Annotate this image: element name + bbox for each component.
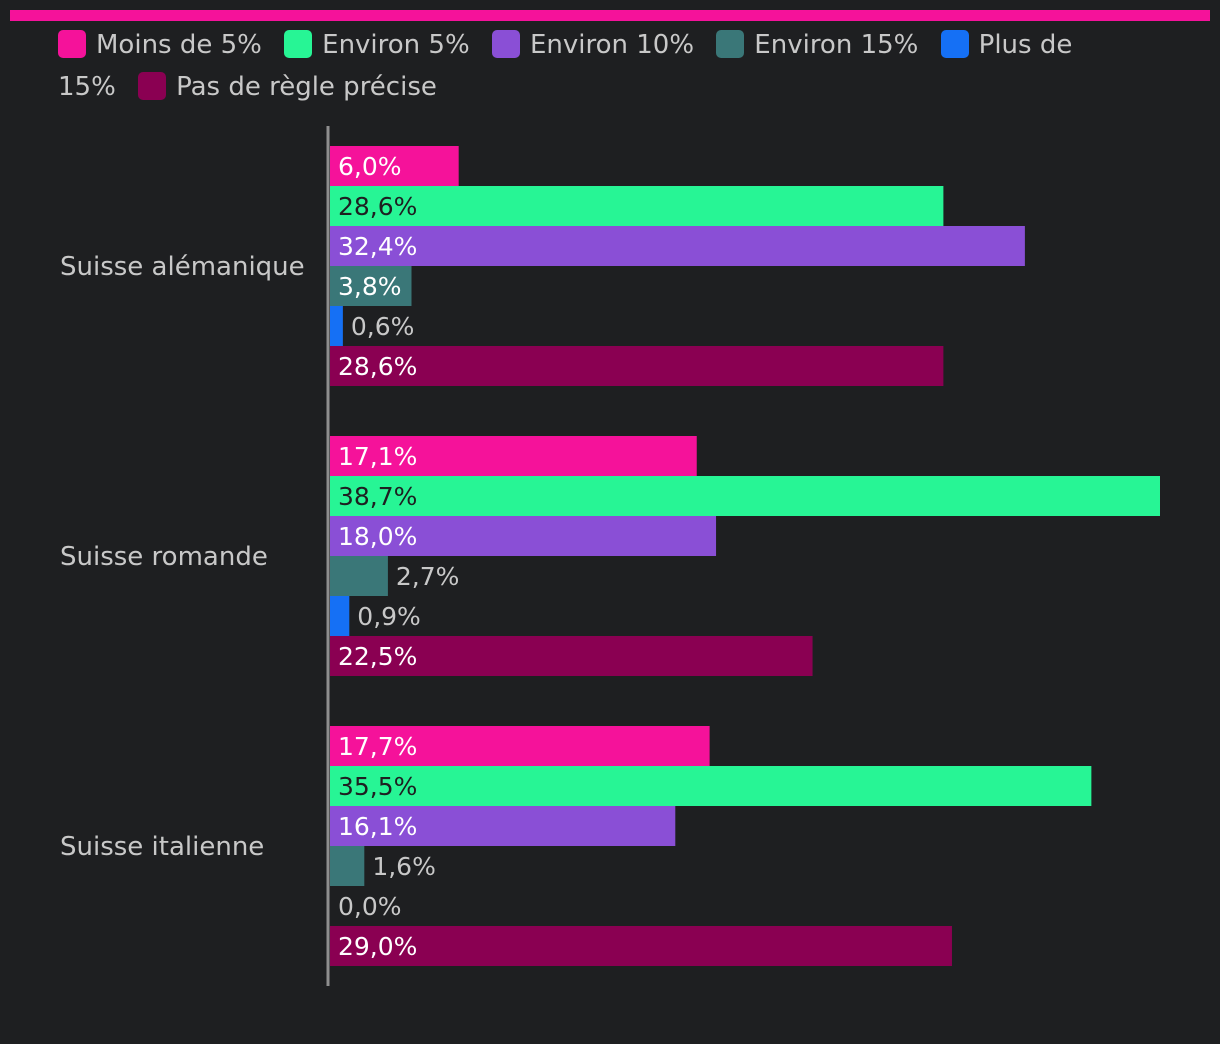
- data-label: 29,0%: [338, 932, 417, 961]
- bar[interactable]: [330, 346, 944, 386]
- data-label: 0,0%: [338, 892, 402, 921]
- legend-item[interactable]: Moins de 5%: [58, 30, 262, 60]
- legend-swatch: [716, 30, 745, 58]
- legend-label: Environ 5%: [322, 30, 470, 60]
- data-label: 17,7%: [338, 732, 417, 761]
- category-label: Suisse romande: [60, 542, 268, 572]
- data-label: 16,1%: [338, 812, 417, 841]
- category-label: Suisse alémanique: [60, 252, 305, 282]
- bar[interactable]: [330, 596, 350, 636]
- bar[interactable]: [330, 726, 710, 766]
- data-label: 0,9%: [357, 602, 421, 631]
- bar[interactable]: [330, 436, 697, 476]
- data-label: 35,5%: [338, 772, 417, 801]
- legend-swatch: [491, 30, 520, 58]
- legend-label: Pas de règle précise: [176, 72, 437, 102]
- legend-item[interactable]: Environ 15%: [716, 30, 918, 60]
- legend-swatch: [138, 72, 167, 100]
- bar[interactable]: [330, 846, 365, 886]
- legend-swatch: [284, 30, 313, 58]
- data-label: 22,5%: [338, 642, 417, 671]
- legend-swatch: [940, 30, 969, 58]
- legend-label: Environ 15%: [754, 30, 919, 60]
- data-label: 3,8%: [338, 272, 402, 301]
- legend-swatch: [58, 30, 86, 58]
- bar[interactable]: [330, 186, 944, 226]
- legend: Moins de 5% Environ 5% Environ 10% Envir…: [58, 24, 1118, 108]
- legend-item[interactable]: Environ 10%: [491, 30, 695, 60]
- bar[interactable]: [330, 226, 1025, 266]
- bar[interactable]: [330, 516, 717, 556]
- legend-item[interactable]: Environ 5%: [284, 30, 470, 60]
- legend-label: Plus de 15%: [58, 30, 1073, 102]
- category-label: Suisse italienne: [60, 832, 264, 862]
- legend-item[interactable]: Pas de règle précise: [138, 72, 437, 102]
- bar[interactable]: [330, 926, 952, 966]
- data-label: 38,7%: [338, 482, 417, 511]
- bar[interactable]: [330, 636, 813, 676]
- bar[interactable]: [330, 806, 676, 846]
- data-label: 0,6%: [351, 312, 415, 341]
- data-label: 6,0%: [338, 152, 402, 181]
- bar[interactable]: [330, 476, 1160, 516]
- data-label: 18,0%: [338, 522, 417, 551]
- bar[interactable]: [330, 766, 1092, 806]
- legend-label: Environ 10%: [529, 30, 695, 60]
- data-label: 28,6%: [338, 192, 417, 221]
- bar[interactable]: [330, 306, 343, 346]
- data-label: 1,6%: [372, 852, 436, 881]
- bar[interactable]: [330, 266, 412, 306]
- data-label: 32,4%: [338, 232, 417, 261]
- data-label: 17,1%: [338, 442, 417, 471]
- legend-label: Moins de 5%: [96, 30, 262, 60]
- data-label: 28,6%: [338, 352, 417, 381]
- bar[interactable]: [330, 146, 459, 186]
- top-accent-rule: [10, 10, 1210, 21]
- data-label: 2,7%: [396, 562, 460, 591]
- bar[interactable]: [330, 556, 388, 596]
- legend-item[interactable]: Plus de 15%: [58, 30, 1072, 102]
